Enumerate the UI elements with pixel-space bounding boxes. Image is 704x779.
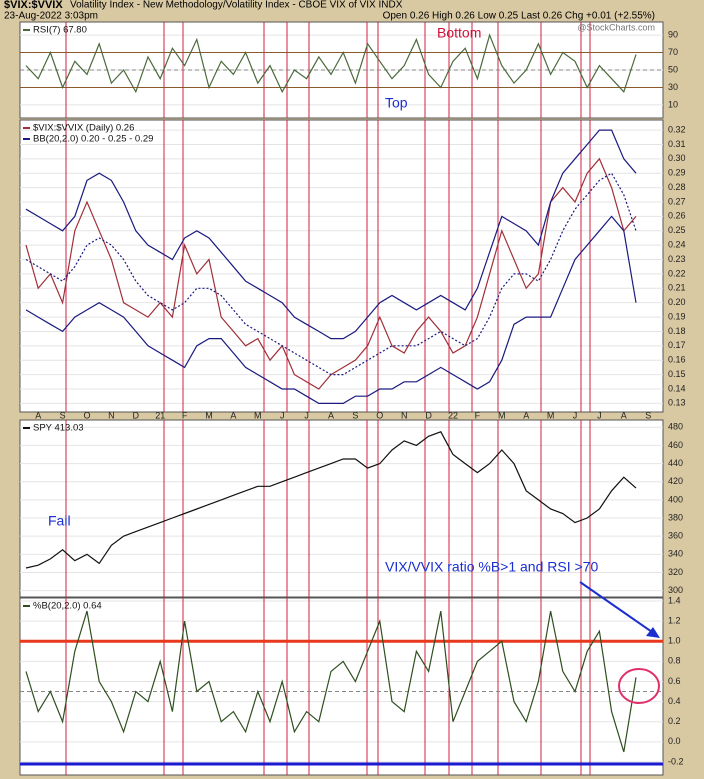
- y-tick-label: 1.4: [668, 595, 681, 605]
- y-tick-label: 0.26: [668, 211, 686, 221]
- x-tick-label: N: [108, 410, 115, 420]
- credit: @StockCharts.com: [577, 22, 655, 32]
- date: 23-Aug-2022 3:03pm: [4, 11, 98, 22]
- x-tick-label: S: [352, 410, 358, 420]
- annotation: Fail: [48, 513, 71, 529]
- y-tick-label: -0.2: [668, 756, 684, 766]
- y-tick-label: 0.27: [668, 196, 686, 206]
- x-tick-label: A: [35, 410, 41, 420]
- y-tick-label: 0.24: [668, 240, 686, 250]
- series-line: [25, 610, 637, 753]
- x-tick-label: A: [621, 410, 627, 420]
- y-tick-label: 0.16: [668, 355, 686, 365]
- y-tick-label: 440: [668, 458, 683, 468]
- y-tick-label: 0.0: [668, 736, 681, 746]
- y-tick-label: 460: [668, 440, 683, 450]
- x-tick-label: S: [645, 410, 651, 420]
- series-line: [25, 431, 637, 569]
- y-tick-label: 300: [668, 585, 683, 595]
- y-tick-label: 10: [668, 99, 678, 109]
- x-tick-label: F: [182, 410, 188, 420]
- y-tick-label: 70: [668, 47, 678, 57]
- y-tick-label: 0.28: [668, 182, 686, 192]
- legend-label: $VIX:$VVIX (Daily) 0.26: [33, 123, 134, 134]
- y-tick-label: 0.25: [668, 225, 686, 235]
- y-tick-label: 0.2: [668, 716, 681, 726]
- y-tick-label: 0.18: [668, 326, 686, 336]
- y-tick-label: 0.4: [668, 696, 681, 706]
- annotation: Bottom: [437, 25, 481, 41]
- y-tick-label: 0.19: [668, 311, 686, 321]
- y-tick-label: 50: [668, 64, 678, 74]
- x-tick-label: O: [376, 410, 383, 420]
- plot-area: [19, 419, 664, 598]
- x-tick-label: A: [230, 410, 236, 420]
- y-tick-label: 90: [668, 29, 678, 39]
- x-tick-label: N: [401, 410, 408, 420]
- y-tick-label: 1.0: [668, 636, 681, 646]
- y-tick-label: 0.17: [668, 340, 686, 350]
- arrow-head: [646, 627, 660, 638]
- x-tick-label: F: [475, 410, 481, 420]
- x-tick-label: 21: [155, 410, 165, 420]
- y-tick-label: 0.23: [668, 254, 686, 264]
- y-tick-label: 0.13: [668, 398, 686, 408]
- y-tick-label: 400: [668, 494, 683, 504]
- annotation: Top: [385, 95, 408, 111]
- y-tick-label: 0.29: [668, 168, 686, 178]
- y-tick-label: 30: [668, 82, 678, 92]
- arrow: [579, 581, 653, 633]
- legend-label: SPY 413.03: [33, 423, 84, 434]
- x-tick-label: A: [523, 410, 529, 420]
- x-tick-label: J: [573, 410, 578, 420]
- series-line: [25, 215, 637, 404]
- y-tick-label: 0.30: [668, 153, 686, 163]
- y-tick-label: 380: [668, 512, 683, 522]
- y-tick-label: 0.22: [668, 268, 686, 278]
- x-tick-label: M: [254, 410, 262, 420]
- y-tick-label: 0.21: [668, 283, 686, 293]
- x-tick-label: S: [60, 410, 66, 420]
- plot-area: [19, 597, 664, 776]
- series-line: [25, 129, 637, 340]
- x-tick-label: M: [547, 410, 555, 420]
- y-tick-label: 420: [668, 476, 683, 486]
- overlay: @StockCharts.com Bottom Top Fail VIX/VVI…: [48, 22, 660, 704]
- plots: 10 30 50 70 90 RSI(7) 67.80 0.13 0.14 0.15 0.16 0.…: [19, 21, 686, 776]
- quote: Open 0.26 High 0.26 Low 0.25 Last 0.26 C…: [383, 11, 655, 22]
- y-tick-label: 480: [668, 422, 683, 432]
- series-line: [25, 33, 637, 94]
- y-tick-label: 0.14: [668, 383, 686, 393]
- x-tick-label: J: [280, 410, 285, 420]
- y-tick-label: 360: [668, 531, 683, 541]
- x-tick-label: J: [597, 410, 602, 420]
- y-tick-label: 0.32: [668, 124, 686, 134]
- description: Volatility Index - New Methodology/Volat…: [70, 0, 403, 11]
- y-tick-label: 340: [668, 549, 683, 559]
- x-tick-label: D: [425, 410, 432, 420]
- annotation: VIX/VVIX ratio %B>1 and RSI >70: [385, 559, 598, 575]
- y-tick-label: 320: [668, 567, 683, 577]
- y-tick-label: 0.15: [668, 369, 686, 379]
- legend-label: RSI(7) 67.80: [33, 25, 87, 36]
- x-tick-label: O: [83, 410, 90, 420]
- y-tick-label: 0.8: [668, 656, 681, 666]
- y-tick-label: 0.6: [668, 676, 681, 686]
- symbol: $VIX:$VVIX: [4, 0, 63, 11]
- legend-label: %B(20,2.0) 0.64: [33, 601, 102, 612]
- y-tick-label: 0.20: [668, 297, 686, 307]
- x-tick-label: M: [498, 410, 506, 420]
- legend-label: BB(20,2.0) 0.20 - 0.25 - 0.29: [33, 134, 153, 145]
- x-tick-label: J: [304, 410, 309, 420]
- series-line: [25, 172, 637, 376]
- y-tick-label: 0.31: [668, 139, 686, 149]
- x-tick-label: 22: [448, 410, 458, 420]
- x-tick-label: D: [133, 410, 140, 420]
- highlight-circle: [618, 668, 660, 704]
- y-tick-label: 1.2: [668, 616, 681, 626]
- x-tick-label: A: [328, 410, 334, 420]
- x-tick-label: M: [205, 410, 213, 420]
